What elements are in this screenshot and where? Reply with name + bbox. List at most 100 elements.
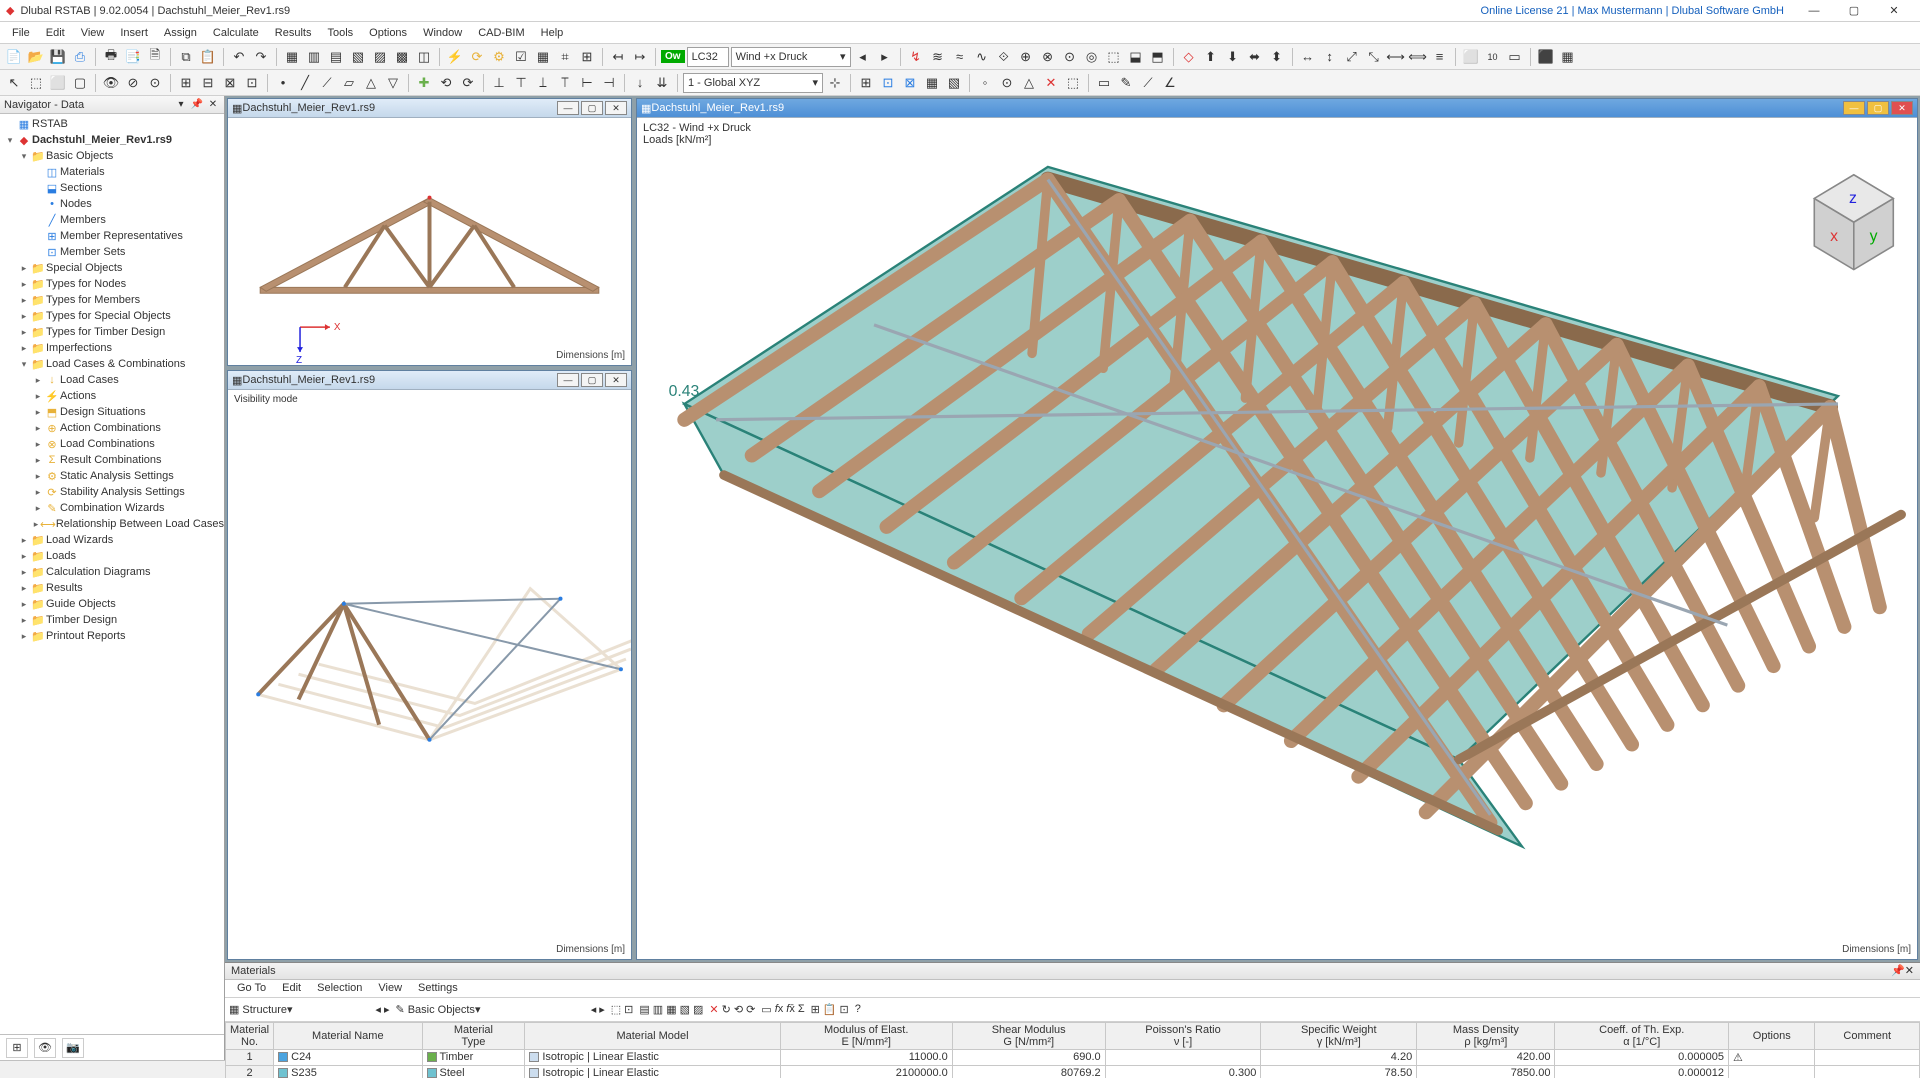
viewport-1-min[interactable]: — bbox=[557, 101, 579, 115]
save-icon[interactable]: 💾 bbox=[48, 47, 68, 67]
grp4-icon[interactable]: ⊡ bbox=[242, 73, 262, 93]
dim2-icon[interactable]: ↕ bbox=[1320, 47, 1340, 67]
tb-h-icon[interactable]: ↻ bbox=[722, 1003, 731, 1016]
ext1-icon[interactable]: ◇ bbox=[1179, 47, 1199, 67]
redo-icon[interactable]: ↷ bbox=[251, 47, 271, 67]
tree-design-situations[interactable]: ▸⬒Design Situations bbox=[0, 404, 224, 420]
tree-static-analysis-settings[interactable]: ▸⚙Static Analysis Settings bbox=[0, 468, 224, 484]
res10-icon[interactable]: ⬚ bbox=[1104, 47, 1124, 67]
materials-menu-selection[interactable]: Selection bbox=[309, 980, 370, 996]
mod2-icon[interactable]: ⟲ bbox=[436, 73, 456, 93]
tb-del-icon[interactable]: ✕ bbox=[709, 1003, 718, 1016]
gr5-icon[interactable]: ▧ bbox=[944, 73, 964, 93]
ed2-icon[interactable]: ✎ bbox=[1116, 73, 1136, 93]
ins4-icon[interactable]: ▱ bbox=[339, 73, 359, 93]
ins1-icon[interactable]: • bbox=[273, 73, 293, 93]
nav-prev-icon[interactable]: ◂ bbox=[375, 1003, 381, 1016]
tb-e-icon[interactable]: ▦ bbox=[666, 1003, 676, 1016]
tree-members[interactable]: ╱Members bbox=[0, 212, 224, 228]
ins6-icon[interactable]: ▽ bbox=[383, 73, 403, 93]
lc-prev-icon[interactable]: ↤ bbox=[608, 47, 628, 67]
tree-types-for-members[interactable]: ▸📁Types for Members bbox=[0, 292, 224, 308]
view-mode-1-icon[interactable]: ▦ bbox=[282, 47, 302, 67]
menu-cad-bim[interactable]: CAD-BIM bbox=[470, 24, 532, 42]
viewport-2-close[interactable]: ✕ bbox=[605, 373, 627, 387]
grp2-icon[interactable]: ⊟ bbox=[198, 73, 218, 93]
dim4-icon[interactable]: ⤡ bbox=[1364, 47, 1384, 67]
viewport-2[interactable]: ▦ Dachstuhl_Meier_Rev1.rs9 — ▢ ✕ Visibil… bbox=[227, 370, 632, 960]
mod1-icon[interactable]: ✚ bbox=[414, 73, 434, 93]
tool3-icon[interactable]: ▭ bbox=[1505, 47, 1525, 67]
res11-icon[interactable]: ⬓ bbox=[1126, 47, 1146, 67]
menu-help[interactable]: Help bbox=[533, 24, 572, 42]
res3-icon[interactable]: ≈ bbox=[950, 47, 970, 67]
tree-dachstuhl-meier-rev1-rs9[interactable]: ▾◆Dachstuhl_Meier_Rev1.rs9 bbox=[0, 132, 224, 148]
menu-assign[interactable]: Assign bbox=[156, 24, 205, 42]
sel2-icon[interactable]: ⬚ bbox=[26, 73, 46, 93]
calc7-icon[interactable]: ⊞ bbox=[577, 47, 597, 67]
tb-j-icon[interactable]: ⟳ bbox=[746, 1003, 755, 1016]
structure-combo[interactable]: Structure▾ bbox=[242, 1003, 372, 1016]
tb-d-icon[interactable]: ▥ bbox=[653, 1003, 663, 1016]
vis1-icon[interactable]: 👁 bbox=[101, 73, 121, 93]
tb-g-icon[interactable]: ▨ bbox=[693, 1003, 703, 1016]
dim5-icon[interactable]: ⟷ bbox=[1386, 47, 1406, 67]
navigator-close-icon[interactable]: ✕ bbox=[206, 98, 220, 112]
open-icon[interactable]: 📂 bbox=[26, 47, 46, 67]
tree-types-for-special-objects[interactable]: ▸📁Types for Special Objects bbox=[0, 308, 224, 324]
nav-display-icon[interactable]: 👁 bbox=[34, 1038, 56, 1058]
viewport-3-min[interactable]: — bbox=[1843, 101, 1865, 115]
sn1-icon[interactable]: ◦ bbox=[975, 73, 995, 93]
menu-file[interactable]: File bbox=[4, 24, 38, 42]
tb-l-icon[interactable]: ⊞ bbox=[811, 1003, 820, 1016]
res9-icon[interactable]: ◎ bbox=[1082, 47, 1102, 67]
sn4-icon[interactable]: ✕ bbox=[1041, 73, 1061, 93]
sup2-icon[interactable]: ⊤ bbox=[511, 73, 531, 93]
sel3-icon[interactable]: ⬜ bbox=[48, 73, 68, 93]
sn3-icon[interactable]: △ bbox=[1019, 73, 1039, 93]
sup1-icon[interactable]: ⊥ bbox=[489, 73, 509, 93]
menu-options[interactable]: Options bbox=[361, 24, 415, 42]
nav-next-icon[interactable]: ▸ bbox=[384, 1003, 390, 1016]
saveall-icon[interactable]: ⎙ bbox=[70, 47, 90, 67]
res8-icon[interactable]: ⊙ bbox=[1060, 47, 1080, 67]
calc5-icon[interactable]: ▦ bbox=[533, 47, 553, 67]
tree-action-combinations[interactable]: ▸⊕Action Combinations bbox=[0, 420, 224, 436]
viewport-1-max[interactable]: ▢ bbox=[581, 101, 603, 115]
sup6-icon[interactable]: ⊣ bbox=[599, 73, 619, 93]
ins3-icon[interactable]: ⟋ bbox=[317, 73, 337, 93]
tb-fx-icon[interactable]: fx bbox=[775, 1003, 784, 1015]
print-icon[interactable]: 🖶 bbox=[101, 47, 121, 67]
tree-loads[interactable]: ▸📁Loads bbox=[0, 548, 224, 564]
tb-help-icon[interactable]: ? bbox=[855, 1003, 861, 1015]
menu-window[interactable]: Window bbox=[415, 24, 470, 42]
ext5-icon[interactable]: ⬍ bbox=[1267, 47, 1287, 67]
sn2-icon[interactable]: ⊙ bbox=[997, 73, 1017, 93]
new-icon[interactable]: 📄 bbox=[4, 47, 24, 67]
calc2-icon[interactable]: ⟳ bbox=[467, 47, 487, 67]
loadcase-combo[interactable]: LC32 bbox=[687, 47, 729, 67]
tree-combination-wizards[interactable]: ▸✎Combination Wizards bbox=[0, 500, 224, 516]
cs1-icon[interactable]: ⊹ bbox=[825, 73, 845, 93]
menu-results[interactable]: Results bbox=[267, 24, 320, 42]
lc-nav-prev-icon[interactable]: ◂ bbox=[853, 47, 873, 67]
res4-icon[interactable]: ∿ bbox=[972, 47, 992, 67]
nav2-prev-icon[interactable]: ◂ bbox=[591, 1003, 597, 1016]
vis3-icon[interactable]: ⊙ bbox=[145, 73, 165, 93]
menu-view[interactable]: View bbox=[73, 24, 113, 42]
tool2-icon[interactable]: 10 bbox=[1483, 47, 1503, 67]
tree-load-cases-combinations[interactable]: ▾📁Load Cases & Combinations bbox=[0, 356, 224, 372]
paste-icon[interactable]: 📋 bbox=[198, 47, 218, 67]
tree-results[interactable]: ▸📁Results bbox=[0, 580, 224, 596]
tree-special-objects[interactable]: ▸📁Special Objects bbox=[0, 260, 224, 276]
lc-nav-next-icon[interactable]: ▸ bbox=[875, 47, 895, 67]
tree-member-sets[interactable]: ⊡Member Sets bbox=[0, 244, 224, 260]
viewport-3-max[interactable]: ▢ bbox=[1867, 101, 1889, 115]
lc-next-icon[interactable]: ↦ bbox=[630, 47, 650, 67]
tree-result-combinations[interactable]: ▸ΣResult Combinations bbox=[0, 452, 224, 468]
tb-i-icon[interactable]: ⟲ bbox=[734, 1003, 743, 1016]
calc4-icon[interactable]: ☑ bbox=[511, 47, 531, 67]
materials-menu-view[interactable]: View bbox=[370, 980, 410, 996]
sn5-icon[interactable]: ⬚ bbox=[1063, 73, 1083, 93]
vis2-icon[interactable]: ⊘ bbox=[123, 73, 143, 93]
